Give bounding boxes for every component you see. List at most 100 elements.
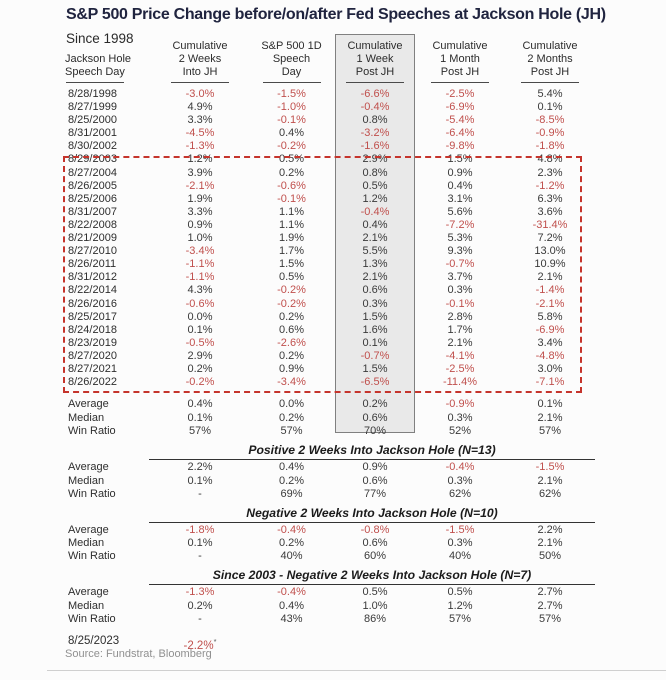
table-cell: 2.2% [187,461,213,474]
table-cell: 77% [363,487,387,500]
header-line: 2 Months [527,53,573,65]
table-cell: 5.8% [537,310,563,323]
table-cell: -4.8% [535,349,565,362]
table-cell: 57% [448,612,472,625]
table-cell: 10.9% [534,258,566,271]
highlighted-column-box [335,34,415,433]
table-cell: 2.8% [447,310,473,323]
section-since-2003-negative: Since 2003 - Negative 2 Weeks Into Jacks… [65,568,595,626]
header-line: 1 Month [440,53,480,65]
table-cell: -6.4% [445,127,475,140]
table-cell: 5.3% [447,232,473,245]
table-cell: 0.5% [362,179,388,192]
table-cell: -2.5% [445,362,475,375]
table-cell: -6.6% [360,88,390,100]
table-cell: 2.7% [537,586,563,599]
row-label: 8/26/2022 [68,376,117,389]
table-cell: -1.6% [360,140,390,153]
row-label: Median [68,474,105,487]
column-header-speech-day: Jackson Hole Speech Day [65,40,152,83]
table-cell: 3.3% [187,205,213,218]
table-cell: 62% [448,487,472,500]
table-cell: 1.9% [187,192,213,205]
table-cell: 3.9% [187,166,213,179]
table-cell: 0.6% [362,284,388,297]
latest-date: 8/25/2023 [68,635,120,648]
header-underline [521,82,579,83]
table-cell: - [198,487,202,500]
table-cell: 3.7% [447,271,473,284]
table-row: 8/26/2005 -2.1% -0.6% 0.5% 0.4% -1.2% [65,180,595,193]
table-cell: 0.1% [537,398,563,411]
table-cell: -1.3% [185,140,215,153]
table-cell: 2.1% [537,411,563,424]
table-row: 8/25/2017 0.0% 0.2% 1.5% 2.8% 5.8% [65,311,595,324]
table-cell: 69% [280,487,303,500]
table-cell: -5.4% [445,114,475,127]
table-cell: 0.6% [362,537,388,550]
table-row: Average 0.4% 0.0% 0.2% -0.9% 0.1% [65,398,595,411]
table-cell: 57% [280,424,303,437]
table-row: 8/26/2011 -1.1% 1.5% 1.3% -0.7% 10.9% [65,258,595,271]
table-cell: -4.1% [445,349,475,362]
header-line: Post JH [530,66,570,78]
row-label: Win Ratio [68,550,116,563]
table-cell: 6.3% [537,192,563,205]
header-line: Cumulative [522,40,578,52]
table-cell: -3.2% [360,127,390,140]
table-cell: -0.1% [277,192,306,205]
header-underline [171,82,229,83]
section-negative-2-weeks: Negative 2 Weeks Into Jackson Hole (N=10… [65,506,595,564]
section-rows: Average 2.2% 0.4% 0.9% -0.4% -1.5% Median 0.1% 0… [65,461,595,501]
table-cell: -0.4% [277,586,306,599]
table-cell: 60% [363,550,387,563]
table-row: 8/28/1998 -3.0% -1.5% -6.6% -2.5% 5.4% [65,88,595,101]
table-cell: 0.5% [278,153,305,166]
table-cell: -0.5% [185,336,215,349]
table-cell: 57% [538,612,562,625]
table-cell: 0.5% [362,586,388,599]
table-cell: 0.6% [362,474,388,487]
table-cell: 2.1% [362,232,388,245]
table-cell: 0.2% [187,362,213,375]
table-row: Average 2.2% 0.4% 0.9% -0.4% -1.5% [65,461,595,474]
table-cell: -1.5% [535,461,565,474]
row-label: Win Ratio [68,612,116,625]
table-row: 8/31/2007 3.3% 1.1% -0.4% 5.6% 3.6% [65,206,595,219]
table-cell: -3.4% [185,245,215,258]
latest-value-text: -2.2% [183,639,214,652]
table-cell: 1.6% [362,323,388,336]
table-cell: 7.2% [537,232,563,245]
table-cell: -1.1% [185,271,215,284]
table-cell: 1.1% [278,218,305,231]
row-label: 8/26/2005 [68,179,117,192]
table-row: 8/31/2001 -4.5% 0.4% -3.2% -6.4% -0.9% [65,127,595,140]
table-cell: 0.2% [278,537,305,550]
table-cell: 0.0% [187,310,213,323]
main-rows: 8/28/1998 -3.0% -1.5% -6.6% -2.5% 5.4% 8/27/19… [65,88,595,389]
header-line: 1 Week [356,53,394,65]
table-cell: -0.4% [360,205,390,218]
header-line: 2 Weeks [178,53,222,65]
table-row: 8/22/2008 0.9% 1.1% 0.4% -7.2% -31.4% [65,219,595,232]
table-cell: 2.2% [537,523,563,536]
table-cell: 0.6% [362,411,388,424]
table-cell: -0.1% [277,114,306,127]
section-header: Negative 2 Weeks Into Jackson Hole (N=10… [246,505,498,520]
row-label: 8/30/2002 [68,140,117,153]
table-cell: -0.6% [185,297,215,310]
table-cell: -31.4% [532,218,568,231]
row-label: 8/21/2009 [68,232,117,245]
table-cell: 0.9% [278,362,305,375]
table-cell: 0.5% [278,271,305,284]
table-cell: 13.0% [534,245,566,258]
table-row: Win Ratio 57% 57% 70% 52% 57% [65,425,595,438]
row-label: 8/23/2019 [68,336,117,349]
section-rule [149,584,595,586]
table-cell: -1.8% [535,140,565,153]
column-header-1-month-post-jh: Cumulative 1 Month Post JH [415,40,505,83]
table-cell: 0.2% [278,310,305,323]
table-cell: 1.5% [447,153,473,166]
table-cell: 1.7% [447,323,473,336]
table-cell: -0.2% [277,140,306,153]
